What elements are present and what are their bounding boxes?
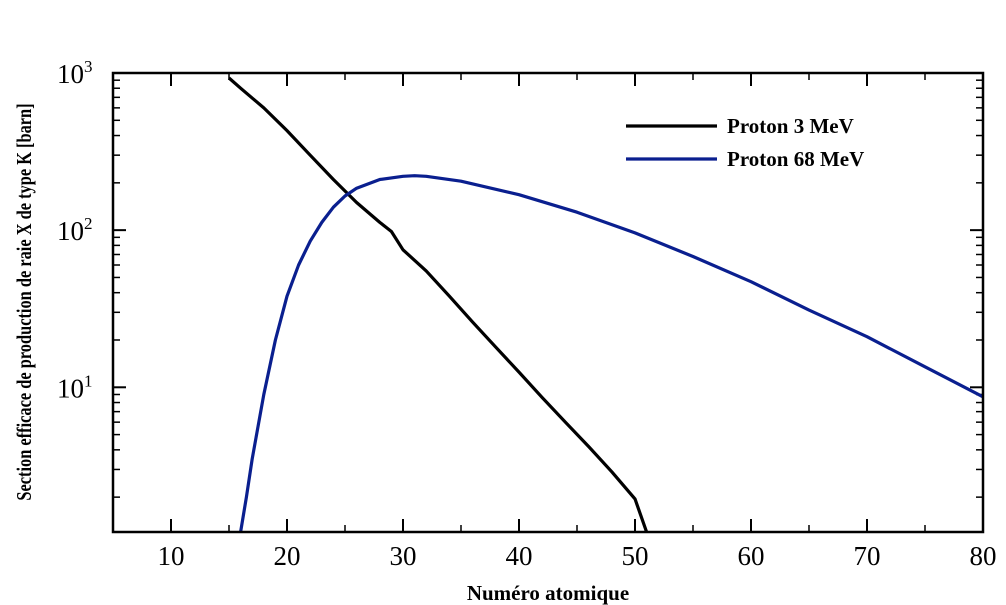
x-tick-labels: 10 20 30 40 50 60 70 80 bbox=[158, 541, 997, 571]
plot-frame bbox=[111, 71, 985, 534]
x-tick-label: 50 bbox=[622, 541, 649, 571]
axis-ticks bbox=[112, 72, 984, 532]
legend: Proton 3 MeV Proton 68 MeV bbox=[626, 114, 864, 171]
y-tick-labels: 101 102 103 bbox=[57, 57, 93, 403]
x-tick-label: 80 bbox=[970, 541, 997, 571]
y-axis-title: Section efficace de production de raie X… bbox=[13, 103, 36, 500]
series-line-2 bbox=[239, 174, 983, 532]
y-tick-label: 103 bbox=[57, 57, 93, 89]
x-tick-label: 20 bbox=[274, 541, 301, 571]
plot-series bbox=[227, 76, 983, 532]
x-tick-label: 40 bbox=[506, 541, 533, 571]
x-tick-label: 30 bbox=[390, 541, 417, 571]
series-line-1 bbox=[227, 76, 649, 532]
y-tick-label: 101 bbox=[57, 371, 93, 403]
y-tick-label: 102 bbox=[57, 214, 93, 246]
x-tick-label: 60 bbox=[738, 541, 765, 571]
x-tick-label: 70 bbox=[854, 541, 881, 571]
x-axis-title: Numéro atomique bbox=[467, 581, 629, 605]
x-tick-label: 10 bbox=[158, 541, 185, 571]
legend-label-1: Proton 3 MeV bbox=[727, 114, 854, 138]
legend-label-2: Proton 68 MeV bbox=[727, 147, 864, 171]
